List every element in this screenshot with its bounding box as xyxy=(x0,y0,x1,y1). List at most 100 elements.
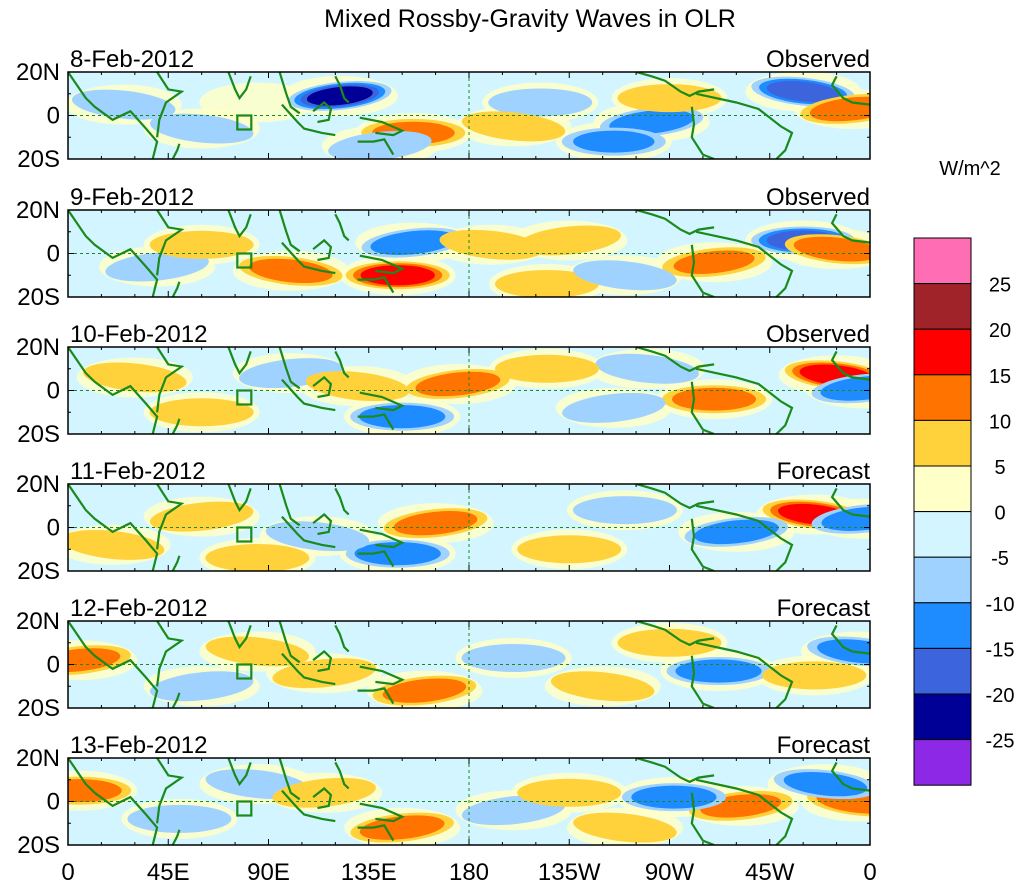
anomaly-field xyxy=(68,490,870,571)
colorbar-units: W/m^2 xyxy=(939,158,1001,180)
x-tick-label: 135W xyxy=(538,859,601,886)
panel-date: 9-Feb-2012 xyxy=(70,184,194,211)
coastline xyxy=(334,75,350,104)
x-tick-label: 180 xyxy=(449,859,489,886)
y-tick-label: 20S xyxy=(17,695,60,722)
coastlines xyxy=(68,72,870,159)
anomaly-field xyxy=(68,622,870,708)
anomaly-contour xyxy=(370,230,457,256)
coastline xyxy=(695,641,794,708)
coastline xyxy=(690,655,715,708)
coastline xyxy=(156,347,185,413)
coastline xyxy=(635,758,715,784)
coastline xyxy=(635,347,715,373)
coastline xyxy=(359,391,405,412)
coastline xyxy=(312,101,333,124)
colorbar-box xyxy=(913,739,972,786)
coastlines xyxy=(68,210,870,297)
coastline xyxy=(278,72,301,115)
coastline xyxy=(171,829,181,845)
coastline xyxy=(227,621,252,650)
y-tick-label: 20N xyxy=(16,471,60,498)
coastline xyxy=(171,143,181,159)
anomaly-contour xyxy=(675,659,762,683)
coastline xyxy=(635,621,715,647)
coastline xyxy=(281,789,336,823)
anomaly-contour xyxy=(68,648,121,673)
y-tick-label: 0 xyxy=(47,789,60,816)
coastline xyxy=(68,621,159,708)
anomaly-contour xyxy=(149,113,254,144)
x-tick-label: 45W xyxy=(745,859,795,886)
coastline xyxy=(334,213,350,242)
anomaly-field xyxy=(99,220,870,297)
coastlines xyxy=(68,347,870,434)
anomaly-contour xyxy=(439,229,544,260)
coastline xyxy=(68,72,159,159)
anomaly-contour xyxy=(793,236,870,262)
anomaly-contour xyxy=(461,643,566,672)
colorbar-box xyxy=(913,283,972,330)
anomaly-contour xyxy=(83,362,187,393)
colorbar-label: 0 xyxy=(994,503,1005,525)
panel-date: 12-Feb-2012 xyxy=(70,595,207,622)
coastline xyxy=(830,624,870,655)
coastline xyxy=(695,778,794,845)
coastlines xyxy=(68,758,870,845)
x-tick-label: 0 xyxy=(863,859,876,886)
anomaly-contour xyxy=(149,398,254,427)
coastline xyxy=(312,513,333,536)
panel-status: Forecast xyxy=(777,732,871,759)
anomaly-contour xyxy=(272,777,376,808)
coastline xyxy=(690,381,715,434)
panel-4: 20N 0 20S 11-Feb-2012 Forecast xyxy=(16,458,871,585)
coastline xyxy=(278,484,301,527)
colorbar-box xyxy=(913,237,972,285)
coastline xyxy=(830,487,870,518)
coastline xyxy=(359,528,405,549)
y-tick-label: 20N xyxy=(16,59,60,86)
colorbar-box xyxy=(913,465,972,513)
anomaly-contour xyxy=(631,785,717,809)
panel-status: Forecast xyxy=(777,595,871,622)
coastline xyxy=(312,375,333,399)
colorbar-label: -5 xyxy=(991,548,1009,570)
coastline xyxy=(281,515,336,549)
coastline xyxy=(359,665,405,686)
anomaly-contour xyxy=(617,84,722,113)
coastline xyxy=(281,103,336,137)
colorbar-label: -10 xyxy=(986,594,1015,616)
coastline xyxy=(156,72,185,138)
colorbar-label: 25 xyxy=(989,275,1011,297)
chart-title: Mixed Rossby-Gravity Waves in OLR xyxy=(324,5,736,33)
coastline xyxy=(635,72,715,98)
anomaly-contour xyxy=(149,501,254,532)
panel-2: 20N 0 20S 9-Feb-2012 Observed xyxy=(16,184,871,311)
x-tick-label: 135E xyxy=(341,859,397,886)
anomaly-contour xyxy=(573,260,677,291)
coastline xyxy=(695,230,794,297)
anomaly-contour xyxy=(820,375,870,401)
coastline xyxy=(334,624,350,653)
coastline xyxy=(171,555,181,571)
coastline xyxy=(227,210,252,239)
colorbar-label: 15 xyxy=(989,366,1011,388)
panel-status: Forecast xyxy=(777,458,871,485)
coastlines xyxy=(68,621,870,708)
y-tick-label: 0 xyxy=(47,515,60,542)
coastline xyxy=(830,75,870,106)
panel-3: 20N 0 20S 10-Feb-2012 Observed xyxy=(16,321,871,448)
colorbar: W/m^2 25 20 15 10 5 0 -5 -10 -15 -20 -25 xyxy=(913,158,1015,786)
anomaly-contour xyxy=(517,535,622,564)
coastline xyxy=(690,106,715,159)
coastline xyxy=(830,213,870,244)
coastline xyxy=(359,116,405,137)
anomaly-contour xyxy=(248,258,333,284)
colorbar-label: 5 xyxy=(994,457,1005,479)
y-tick-label: 0 xyxy=(47,103,60,130)
anomaly-field xyxy=(68,764,870,845)
coastline xyxy=(68,347,159,434)
coastline xyxy=(695,504,794,571)
anomaly-contour xyxy=(205,543,310,571)
anomaly-contour xyxy=(609,109,695,135)
